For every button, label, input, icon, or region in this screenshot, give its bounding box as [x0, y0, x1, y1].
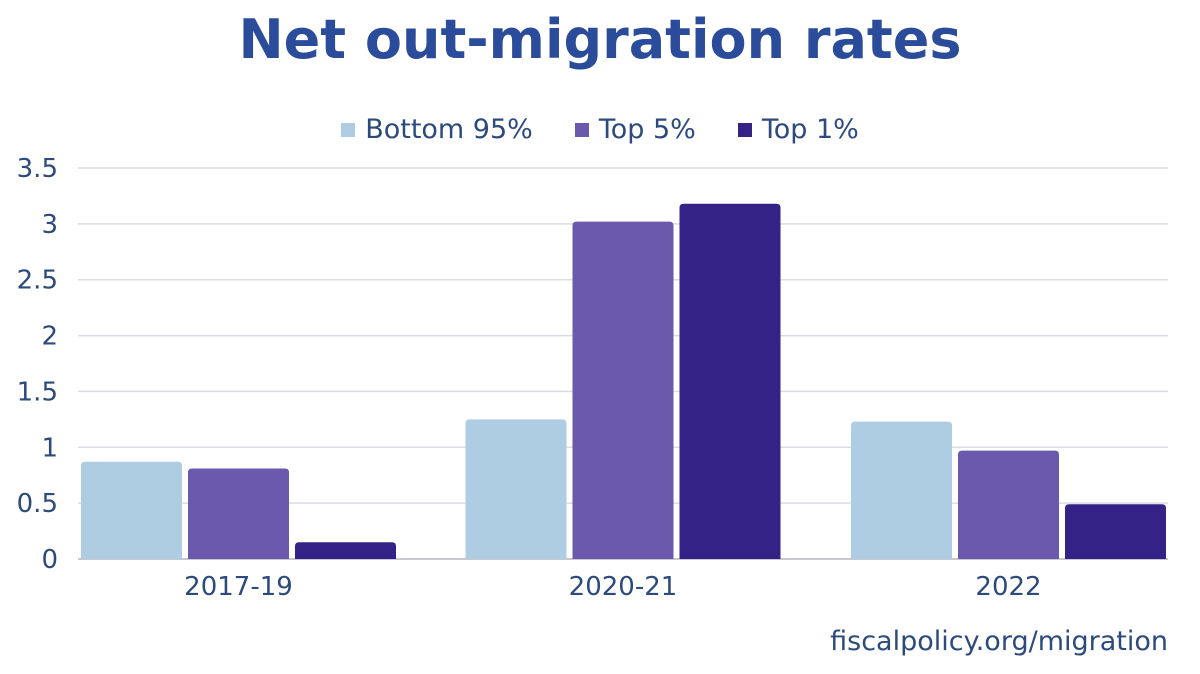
bar-2017-19-top-1- [295, 542, 396, 559]
y-tick-label: 1 [41, 433, 58, 463]
bar-2020-21-top-1- [679, 203, 781, 559]
legend-swatch [574, 122, 589, 137]
legend-label: Bottom 95% [365, 114, 533, 145]
source-link: fiscalpolicy.org/migration [830, 626, 1168, 657]
legend-label: Top 1% [761, 114, 859, 145]
legend-item-top-1: Top 1% [737, 114, 859, 145]
y-tick-label: 0.5 [17, 489, 58, 519]
legend-label: Top 5% [598, 114, 696, 145]
bar-2020-21-bottom-95- [465, 419, 567, 559]
y-tick-label: 3 [41, 210, 58, 240]
legend-swatch [737, 122, 752, 137]
y-tick-label: 3.5 [17, 154, 58, 184]
chart-title: Net out-migration rates [238, 8, 962, 71]
y-tick-label: 2 [41, 322, 58, 352]
legend-item-bottom-95: Bottom 95% [341, 114, 533, 145]
x-tick-label: 2020-21 [569, 572, 678, 602]
bar-2022-bottom-95- [851, 421, 952, 559]
legend-item-top-5: Top 5% [574, 114, 696, 145]
x-tick-label: 2022 [975, 572, 1041, 602]
legend-swatch [341, 122, 356, 137]
bar-2017-19-bottom-95- [81, 461, 182, 559]
bar-2020-21-top-5- [572, 221, 674, 559]
legend: Bottom 95% Top 5% Top 1% [0, 114, 1200, 145]
bar-2022-top-5- [958, 450, 1059, 559]
y-tick-label: 2.5 [17, 266, 58, 296]
bar-2022-top-1- [1065, 504, 1166, 559]
y-tick-label: 0 [41, 545, 58, 575]
x-tick-label: 2017-19 [184, 572, 293, 602]
y-tick-label: 1.5 [17, 377, 58, 407]
bar-2017-19-top-5- [188, 468, 289, 559]
